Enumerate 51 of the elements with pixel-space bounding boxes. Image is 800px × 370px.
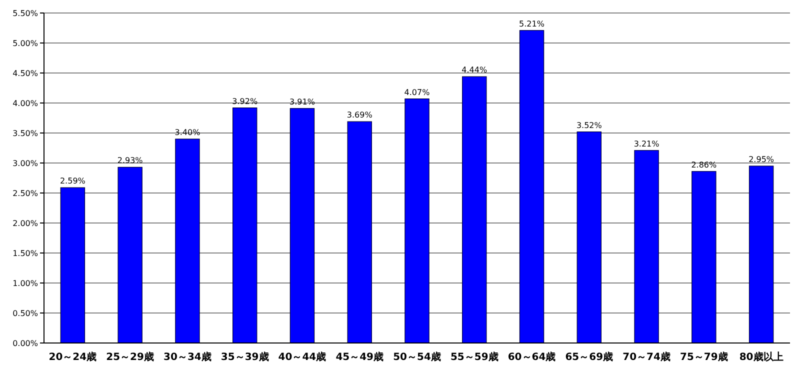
data-label: 3.40% — [174, 128, 201, 137]
data-label: 2.86% — [691, 160, 718, 170]
x-tick-label: 75～79歳 — [680, 351, 728, 363]
data-label: 2.95% — [748, 155, 774, 164]
y-tick-label: 0.50% — [12, 309, 38, 318]
bar — [748, 166, 774, 344]
data-label: 2.93% — [117, 156, 144, 166]
bar — [519, 30, 544, 344]
y-tick-label: 1.50% — [12, 249, 38, 258]
data-label: 5.21% — [519, 19, 545, 28]
data-label: 3.69% — [346, 110, 373, 120]
y-tick-label: 4.50% — [12, 69, 38, 78]
x-tick-label: 25～29歳 — [106, 351, 154, 363]
x-tick-label: 35～39歳 — [220, 351, 269, 363]
bar — [232, 108, 258, 344]
y-tick-label: 2.00% — [12, 219, 38, 228]
bar — [634, 150, 659, 344]
y-tick-label: 3.00% — [12, 159, 38, 168]
y-tick-label: 0.00% — [12, 339, 38, 348]
x-tick-label: 30～34歳 — [164, 351, 212, 363]
bar — [347, 121, 372, 344]
data-label: 3.21% — [634, 139, 660, 148]
data-label: 2.59% — [60, 176, 86, 186]
y-tick-label: 5.50% — [12, 9, 38, 18]
data-label: 4.07% — [404, 88, 430, 97]
y-tick-label: 1.00% — [12, 279, 38, 288]
y-tick-label: 4.00% — [12, 99, 38, 108]
x-tick-label: 40～44歳 — [278, 351, 326, 363]
data-label: 3.92% — [232, 96, 258, 106]
bar — [462, 76, 487, 344]
bar — [175, 138, 200, 344]
x-tick-label: 80歳以上 — [739, 351, 784, 363]
bar — [60, 187, 86, 344]
x-tick-label: 65～69歳 — [565, 351, 614, 363]
bar — [692, 171, 716, 344]
x-tick-label: 55～59歳 — [450, 351, 498, 363]
x-tick-label: 50～54歳 — [393, 351, 441, 363]
y-tick-label: 2.50% — [12, 189, 38, 198]
x-tick-label: 60～64歳 — [508, 351, 556, 363]
y-tick-label: 5.00% — [12, 39, 38, 48]
bar — [576, 132, 602, 344]
x-tick-label: 20～24歳 — [48, 351, 97, 363]
x-tick-label: 45～49歳 — [336, 351, 384, 363]
bar — [118, 166, 142, 344]
data-label: 3.91% — [290, 97, 316, 106]
data-label: 3.52% — [576, 120, 602, 130]
bar — [290, 108, 315, 344]
x-tick-label: 70～74歳 — [622, 351, 670, 363]
bar — [404, 98, 430, 344]
y-tick-label: 3.50% — [12, 129, 38, 138]
data-label: 4.44% — [462, 66, 488, 75]
